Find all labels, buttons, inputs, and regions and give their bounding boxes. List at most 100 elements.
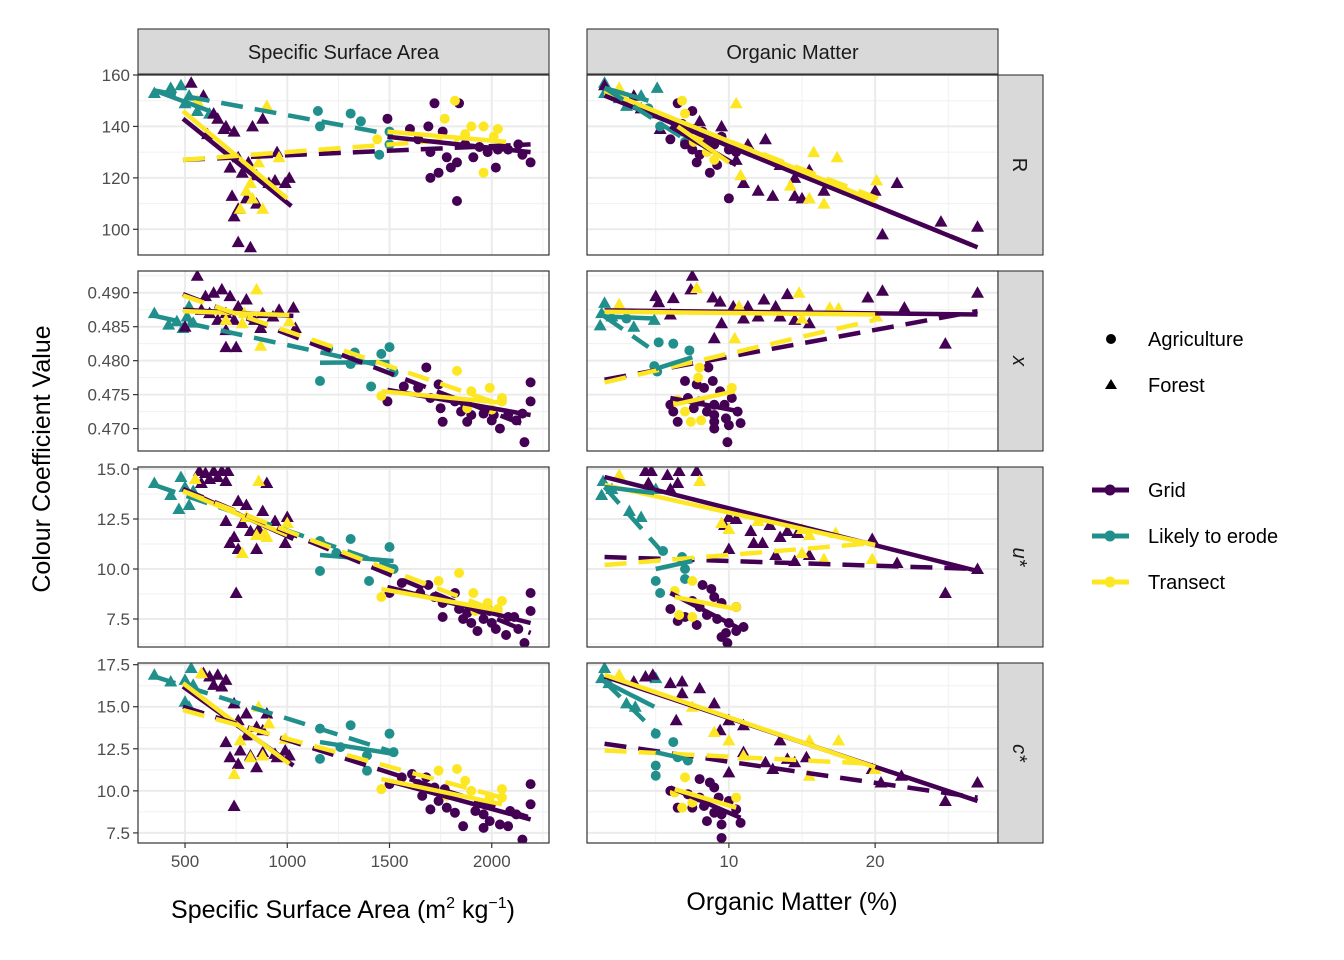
trend-line-dashed — [182, 488, 503, 616]
trend-line-solid — [604, 484, 655, 496]
data-point-forest — [254, 321, 268, 334]
data-point-forest — [252, 155, 266, 168]
data-point-agriculture — [441, 152, 452, 163]
y-axis-title: Colour Coefficient Value — [28, 325, 56, 592]
data-point-forest — [198, 289, 212, 302]
y-tick-label: 0.485 — [87, 318, 130, 337]
y-tick-label: 100 — [102, 220, 130, 239]
data-point-forest — [634, 510, 648, 522]
data-point-forest — [246, 191, 260, 204]
data-point-agriculture — [679, 108, 690, 119]
data-point-agriculture — [345, 720, 356, 731]
data-point-forest — [178, 673, 192, 685]
data-point-agriculture — [723, 420, 734, 431]
data-point-agriculture — [417, 790, 428, 801]
data-point-forest — [734, 168, 748, 181]
x-axis-title-ssa-close: ) — [507, 896, 515, 924]
data-point-forest — [272, 303, 286, 315]
legend-color-transect: Transect — [1092, 572, 1226, 594]
data-point-agriculture — [423, 121, 434, 132]
data-point-forest — [802, 528, 816, 540]
data-point-forest — [938, 794, 952, 806]
data-point-forest — [744, 524, 758, 536]
data-point-agriculture — [517, 834, 528, 843]
strip-label-ssa: Specific Surface Area — [248, 42, 440, 64]
x-tick-label: 2000 — [473, 852, 511, 871]
data-point-agriculture — [492, 124, 503, 134]
trend-line-solid — [181, 116, 293, 208]
data-point-forest — [227, 313, 241, 325]
data-point-agriculture — [701, 816, 712, 827]
panel-content — [147, 271, 536, 448]
trend-line-solid — [153, 88, 211, 114]
data-point-forest — [184, 76, 198, 88]
x-tick-label: 10 — [719, 852, 738, 871]
data-point-forest — [715, 316, 729, 329]
data-point-forest — [598, 663, 612, 674]
data-point-forest — [622, 504, 636, 516]
data-point-forest — [722, 765, 736, 778]
panel-content — [595, 467, 985, 647]
data-point-forest — [223, 536, 237, 548]
trend-line-solid — [669, 395, 742, 414]
panel-ssa-u: 7.5 10.0 12.5 15.0 — [97, 460, 550, 648]
data-point-forest — [211, 112, 225, 124]
data-point-forest — [737, 312, 751, 324]
data-point-agriculture — [345, 534, 356, 544]
data-point-agriculture — [466, 121, 477, 132]
data-point-forest — [669, 713, 683, 726]
data-point-forest — [207, 286, 221, 298]
data-point-forest — [612, 297, 626, 310]
data-point-forest — [693, 114, 707, 127]
panel-ssa-R: 100 120 140 160 — [102, 66, 550, 256]
legend-label-likely-to-erode: Likely to erode — [1148, 526, 1278, 548]
data-point-forest — [707, 725, 721, 737]
data-point-agriculture — [655, 588, 666, 598]
data-point-forest — [769, 548, 783, 560]
data-point-agriculture — [425, 172, 436, 183]
data-point-forest — [162, 318, 176, 330]
row-strip-R: R — [997, 74, 1044, 256]
trend-line-solid — [182, 308, 290, 318]
data-point-forest — [278, 536, 292, 548]
data-point-agriculture — [687, 612, 698, 622]
data-point-forest — [690, 467, 704, 476]
data-point-agriculture — [694, 362, 705, 373]
data-point-forest — [239, 184, 253, 196]
data-point-forest — [188, 472, 202, 484]
y-tick-label: 0.470 — [87, 420, 130, 439]
strip-label-u: u* — [1008, 548, 1030, 568]
data-point-agriculture — [684, 345, 695, 356]
x-axis-title-ssa-sup2: −1 — [488, 895, 506, 912]
data-point-forest — [278, 743, 292, 756]
panel-content — [593, 271, 985, 448]
column-strip-ssa: Specific Surface Area — [137, 28, 550, 75]
data-point-agriculture — [437, 416, 448, 427]
data-point-agriculture — [458, 821, 469, 832]
y-tick-label: 12.5 — [97, 510, 130, 529]
data-point-forest — [233, 202, 247, 214]
data-point-forest — [732, 299, 746, 312]
data-point-forest — [194, 666, 208, 679]
y-tick-label: 15.0 — [97, 460, 130, 479]
trend-line-solid — [655, 749, 693, 763]
data-point-agriculture — [722, 437, 733, 448]
legend-color-grid: Grid — [1092, 480, 1186, 502]
data-point-agriculture — [665, 604, 676, 614]
data-point-agriculture — [468, 152, 479, 163]
data-point-agriculture — [490, 162, 501, 173]
legend-label-transect: Transect — [1148, 572, 1226, 594]
data-point-agriculture — [451, 365, 462, 376]
data-point-forest — [239, 706, 253, 719]
data-point-agriculture — [668, 338, 679, 349]
data-point-agriculture — [709, 154, 720, 165]
y-tick-label: 0.490 — [87, 284, 130, 303]
data-point-agriculture — [364, 576, 375, 586]
data-point-agriculture — [451, 763, 462, 774]
trend-line-dashed — [182, 293, 503, 407]
data-point-agriculture — [472, 626, 483, 636]
trend-line-dashed — [603, 314, 650, 349]
data-point-forest — [239, 498, 253, 510]
data-point-forest — [215, 680, 229, 692]
